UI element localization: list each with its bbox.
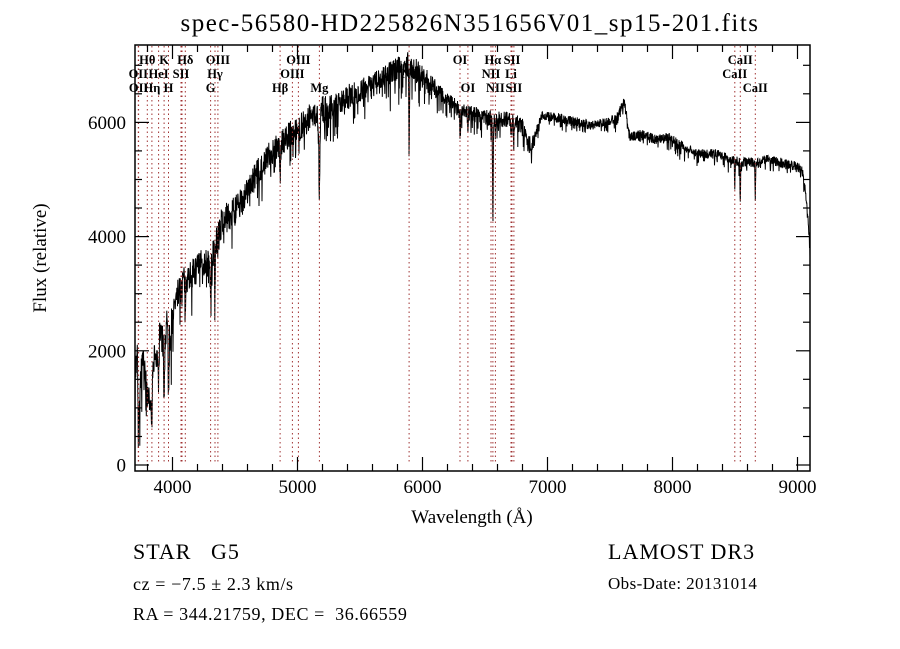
spectral-line-label: Hδ [177, 53, 194, 67]
spectral-line-label: OIII [286, 53, 310, 67]
obsdate-text: Obs-Date: 20131014 [608, 574, 757, 593]
y-tick-label: 4000 [88, 227, 126, 248]
x-tick-label: 5000 [279, 477, 317, 498]
y-tick-label: 6000 [88, 113, 126, 134]
spectral-line-label: OI [461, 81, 476, 95]
spectral-line-label: OIII [206, 53, 230, 67]
spectral-line-label: Mg [310, 81, 329, 95]
spectral-line-label: G [206, 81, 216, 95]
spectral-line-label: NII [482, 67, 501, 81]
spectral-line-label: SII [173, 67, 190, 81]
spectral-line-label: NII [486, 81, 505, 95]
x-tick-label: 6000 [404, 477, 442, 498]
spectral-line-label: Hγ [207, 67, 223, 81]
plot-render-layer: 4000 5000 6000 7000 8000 9000 0 2000 4000 6000 OII… [88, 44, 817, 498]
x-axis-label: Wavelength (Å) [411, 507, 532, 528]
spectral-line-label: SII [504, 53, 521, 67]
spectral-line-label: OI [453, 53, 468, 67]
axis-ticks [135, 45, 810, 471]
x-tick-label: 4000 [154, 477, 192, 498]
spectral-line-label: OII [129, 67, 149, 81]
spectral-line-label: H [164, 81, 174, 95]
x-tick-label: 9000 [779, 477, 817, 498]
y-axis-label: Flux (relative) [30, 203, 51, 312]
spectral-line-label: Na [401, 67, 417, 81]
spectral-line-label: Hη [143, 81, 160, 95]
spectral-line-label: Hθ [139, 53, 155, 67]
spectral-line-label: CaII [728, 53, 753, 67]
plot-border [134, 44, 811, 472]
classification-text: STAR G5 [133, 539, 240, 564]
spectral-line-label: OIII [280, 67, 304, 81]
spectral-line-label: CaII [743, 81, 768, 95]
spectral-line-label: Li [505, 67, 517, 81]
x-tick-label: 8000 [654, 477, 692, 498]
y-tick-label: 0 [117, 456, 127, 477]
spectrum-trace [135, 52, 810, 461]
spectral-line-label: Hβ [272, 81, 289, 95]
y-tick-label: 2000 [88, 341, 126, 362]
spectral-line-label: CaII [722, 67, 747, 81]
spectral-line-label: SII [506, 81, 523, 95]
spectral-line-markers [137, 46, 756, 462]
cz-text: cz = −7.5 ± 2.3 km/s [133, 574, 294, 594]
x-tick-label: 7000 [529, 477, 567, 498]
plot-frame [134, 44, 811, 472]
spectral-line-label: HeI [149, 67, 169, 81]
spectral-line-label: OII [129, 81, 149, 95]
radec-text: RA = 344.21759, DEC = 36.66559 [133, 604, 407, 624]
survey-text: LAMOST DR3 [608, 539, 755, 564]
spectral-line-label: K [159, 53, 169, 67]
plot-title: spec-56580-HD225826N351656V01_sp15-201.f… [180, 10, 759, 37]
spectral-line-label: Hα [485, 53, 502, 67]
